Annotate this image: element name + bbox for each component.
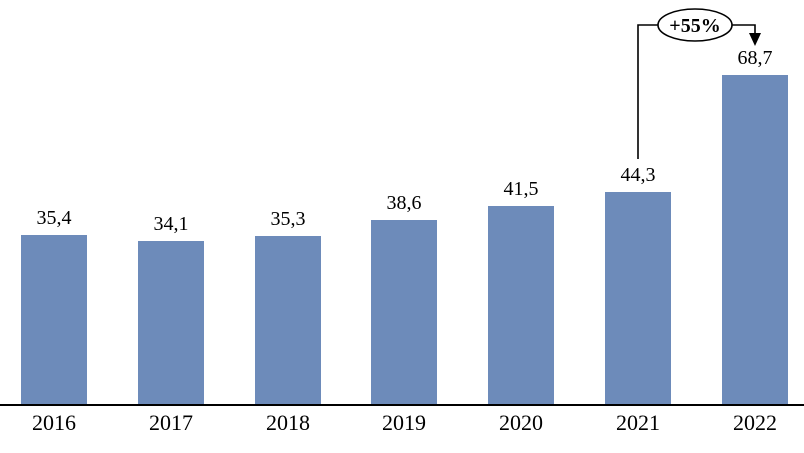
value-label-2020: 41,5 <box>503 178 539 200</box>
arrow-down-icon <box>749 33 761 46</box>
annotation-label: +55% <box>669 15 720 37</box>
category-label-2021: 2021 <box>616 410 660 435</box>
annotation-bubble <box>657 8 733 42</box>
category-label-2016: 2016 <box>32 410 76 435</box>
value-label-2019: 38,6 <box>386 192 422 214</box>
bar-2016 <box>21 235 87 405</box>
value-label-2022: 68,7 <box>737 47 773 69</box>
category-label-2022: 2022 <box>733 410 777 435</box>
category-label-2017: 2017 <box>149 410 193 435</box>
value-label-2018: 35,3 <box>270 208 306 230</box>
bar-2020 <box>488 206 554 405</box>
value-label-2021: 44,3 <box>620 164 656 186</box>
category-label-2019: 2019 <box>382 410 426 435</box>
bar-2019 <box>371 220 437 405</box>
bar-2021 <box>605 192 671 405</box>
category-label-2020: 2020 <box>499 410 543 435</box>
x-axis-line <box>0 404 804 406</box>
bar-2022 <box>722 75 788 405</box>
value-label-2016: 35,4 <box>36 207 72 229</box>
bar-2018 <box>255 236 321 405</box>
bar-2017 <box>138 241 204 405</box>
category-label-2018: 2018 <box>266 410 310 435</box>
value-label-2017: 34,1 <box>153 213 189 235</box>
